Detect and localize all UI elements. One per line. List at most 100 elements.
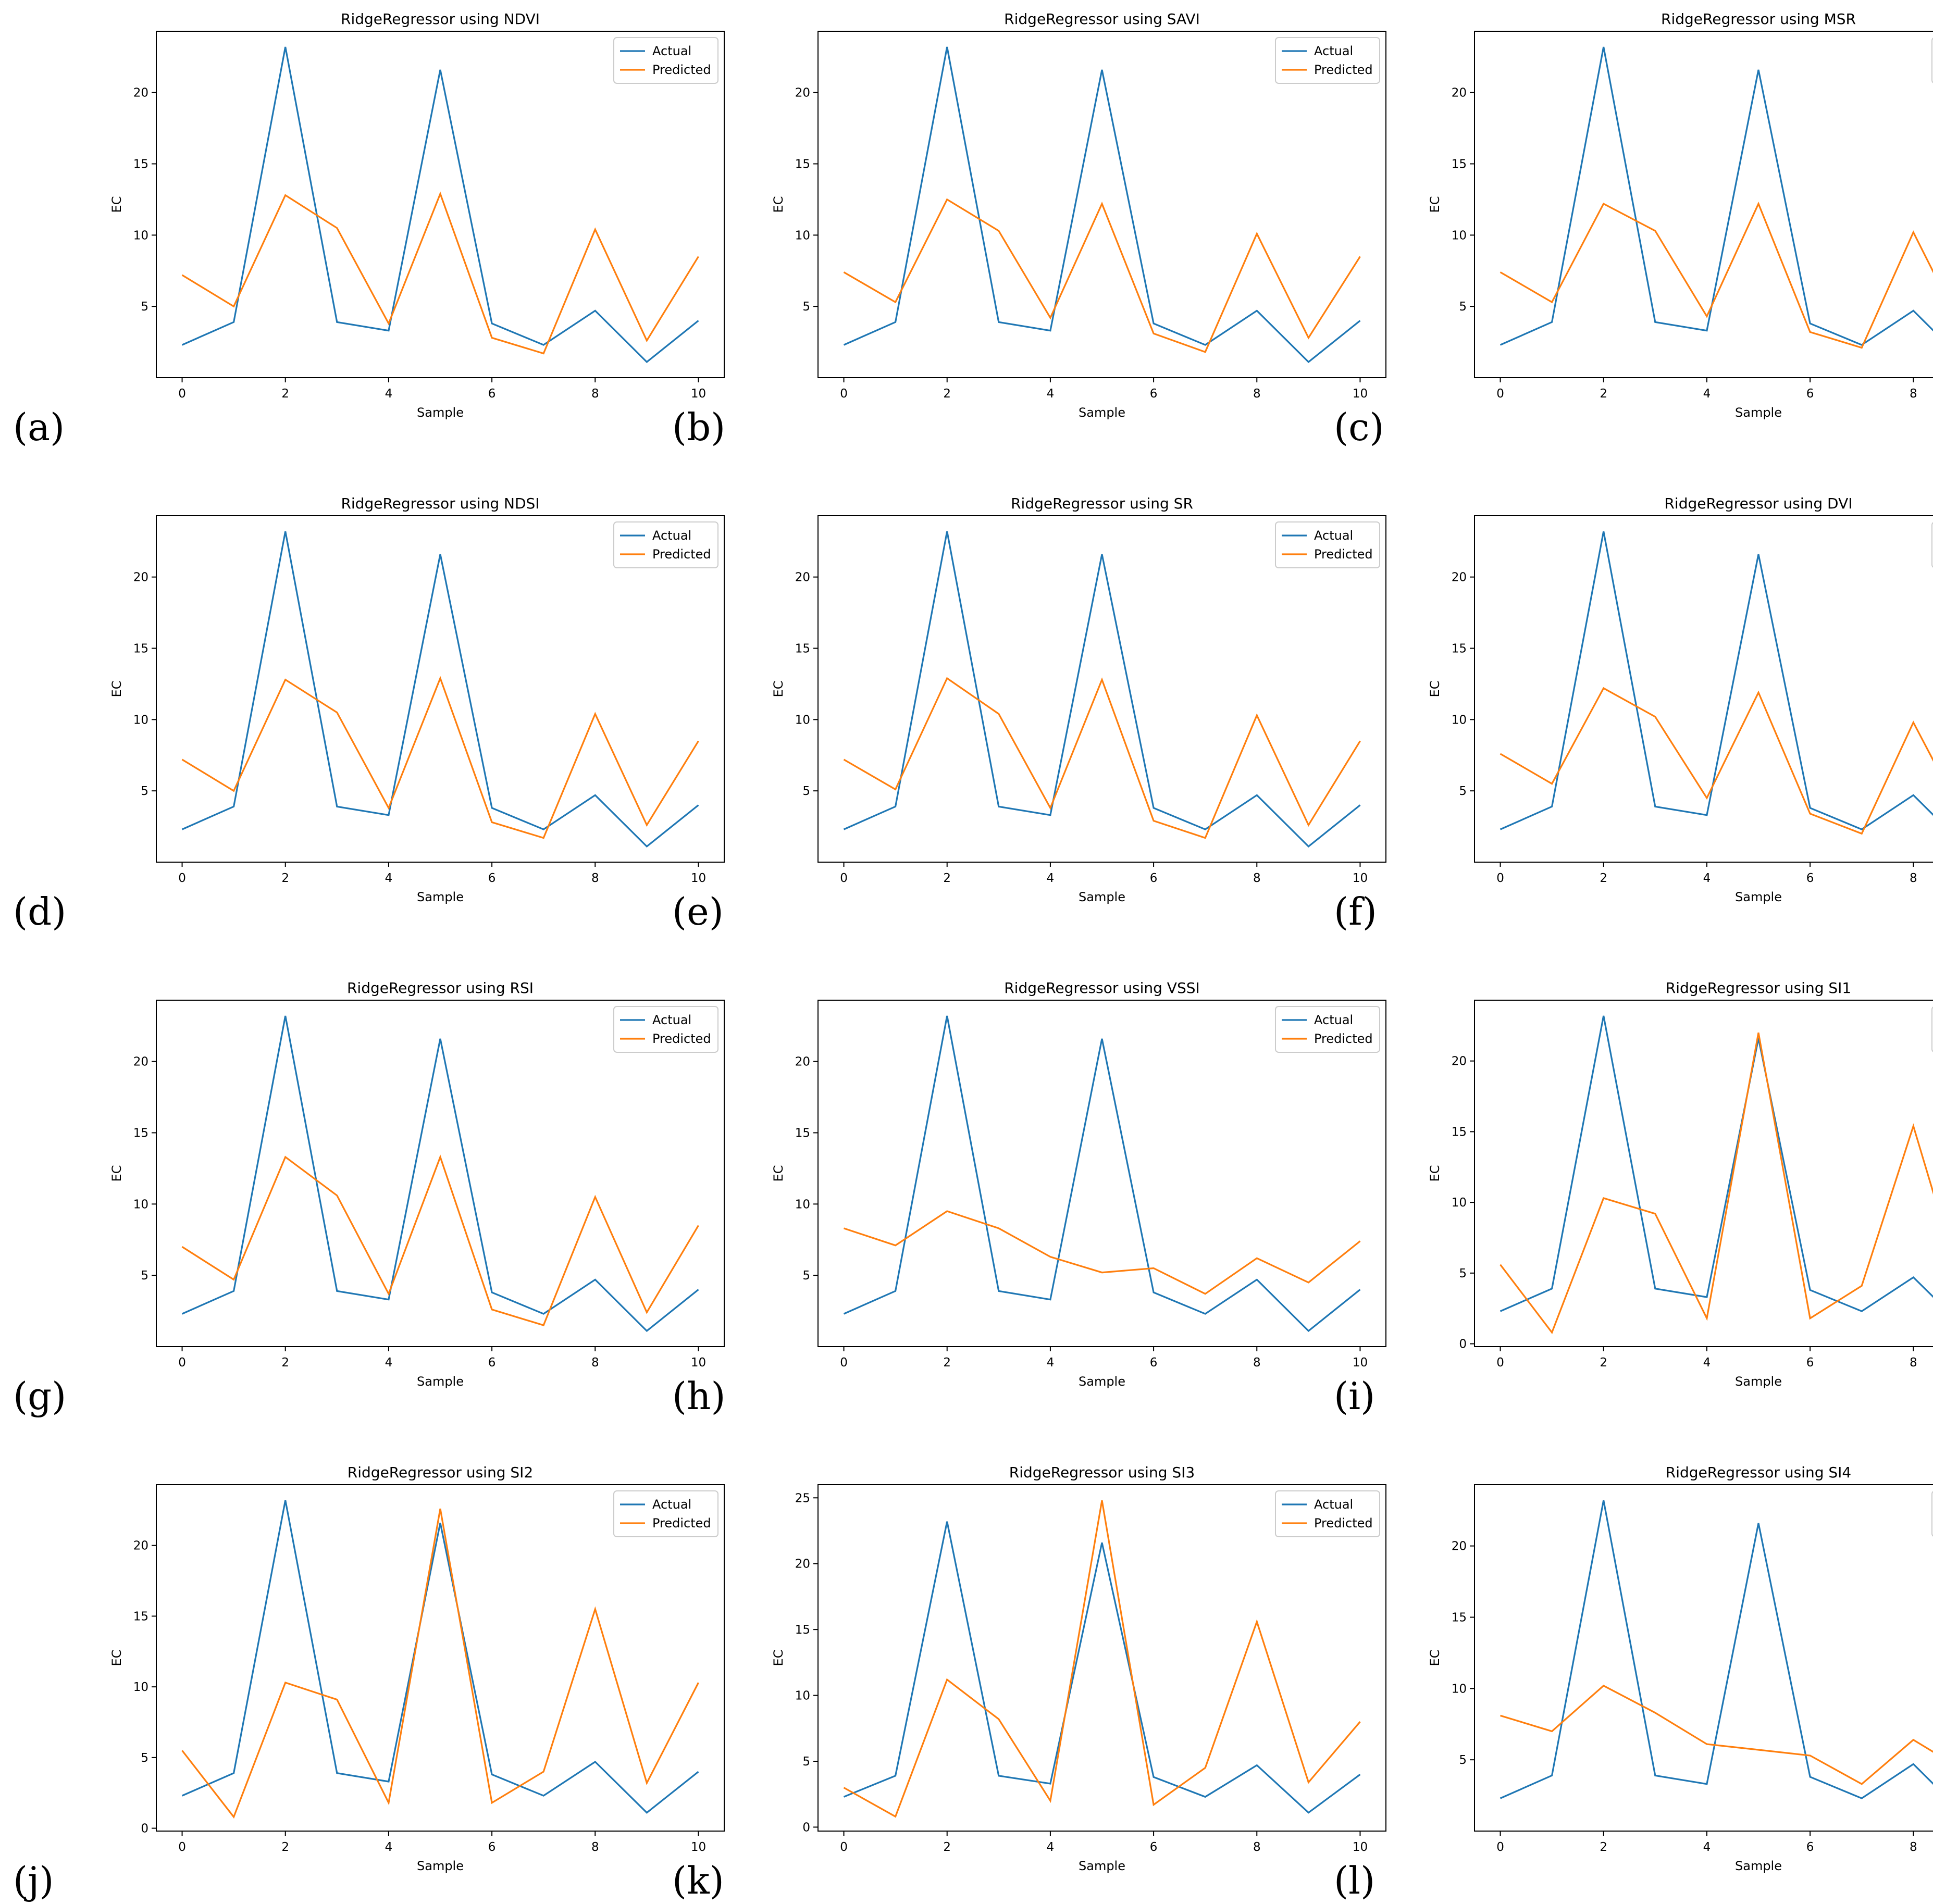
- y-tick-label: 10: [133, 713, 148, 727]
- legend-box: [1275, 1006, 1380, 1053]
- plot-frame: [1474, 1484, 1933, 1832]
- y-tick-label: 10: [133, 1681, 148, 1694]
- chart-panel-6: RidgeRegressor using RSI 0 2 4 6 8 10 5 10 15 20 Sa…: [13, 979, 725, 1418]
- x-tick-label: 4: [1703, 1356, 1711, 1370]
- chart-panel-0: RidgeRegressor using NDVI 0 2 4 6 8 10 5 10 15 20 S…: [13, 10, 725, 449]
- legend-box: [1275, 521, 1380, 568]
- legend-predicted-label: Predicted: [1314, 1031, 1373, 1046]
- x-tick-label: 4: [1047, 872, 1055, 885]
- plot-frame: [817, 515, 1386, 863]
- series-actual-line: [843, 1521, 1361, 1814]
- x-tick-label: 6: [1806, 872, 1814, 885]
- x-tick-label: 8: [1253, 387, 1261, 401]
- x-tick-label: 2: [1600, 1356, 1607, 1370]
- y-tick-label: 20: [1452, 571, 1467, 584]
- x-tick-label: 6: [488, 1840, 496, 1854]
- y-axis-label: EC: [1428, 1650, 1442, 1666]
- legend-predicted-label: Predicted: [652, 63, 711, 77]
- chart-panel-11: RidgeRegressor using SI4 0 2 4 6 8 10 5 10 15 20 Sa…: [1334, 1464, 1933, 1902]
- legend-actual-label: Actual: [652, 1013, 691, 1027]
- chart-panel-9: RidgeRegressor using SI2 0 2 4 6 8 10 0 5 10 15 20 S…: [13, 1464, 725, 1902]
- y-axis-label: EC: [109, 1650, 124, 1666]
- x-axis-label: Sample: [1735, 1374, 1782, 1389]
- plot-frame: [1474, 1000, 1933, 1347]
- y-tick-label: 15: [795, 1623, 810, 1637]
- series-actual-line: [843, 531, 1361, 848]
- x-tick-label: 10: [691, 1840, 706, 1854]
- plot-frame: [817, 1000, 1386, 1347]
- chart-title: RidgeRegressor using SI4: [1666, 1464, 1851, 1481]
- panel-label: (a): [13, 405, 65, 449]
- x-axis-label: Sample: [1735, 405, 1782, 420]
- y-tick-label: 10: [1452, 713, 1467, 727]
- series-predicted-line: [1500, 687, 1933, 835]
- panel-label: (d): [13, 890, 66, 934]
- x-tick-label: 8: [1910, 872, 1917, 885]
- x-tick-label: 8: [1910, 387, 1917, 401]
- series-predicted-line: [843, 677, 1361, 839]
- legend-actual-label: Actual: [652, 44, 691, 58]
- y-tick-label: 5: [802, 785, 810, 798]
- legend-predicted-label: Predicted: [652, 1516, 711, 1530]
- series-predicted-line: [843, 1210, 1361, 1295]
- y-tick-label: 0: [141, 1822, 148, 1836]
- y-tick-label: 10: [1452, 229, 1467, 242]
- series-actual-line: [181, 46, 699, 364]
- x-tick-label: 6: [1806, 1356, 1814, 1370]
- y-tick-label: 15: [1452, 1611, 1467, 1625]
- chart-panel-3: RidgeRegressor using NDSI 0 2 4 6 8 10 5 10 15 20 S…: [13, 495, 725, 934]
- series-actual-line: [1500, 1500, 1933, 1799]
- y-tick-label: 20: [795, 1055, 810, 1069]
- legend-actual-label: Actual: [1314, 528, 1353, 543]
- x-tick-label: 8: [591, 872, 599, 885]
- x-tick-label: 8: [1910, 1840, 1917, 1854]
- chart-title: RidgeRegressor using SI2: [348, 1464, 533, 1481]
- y-tick-label: 10: [795, 1689, 810, 1703]
- series-predicted-line: [181, 1154, 699, 1326]
- x-tick-label: 2: [943, 872, 951, 885]
- y-tick-label: 5: [1459, 1267, 1467, 1280]
- legend-box: [613, 521, 718, 568]
- series-predicted-line: [1500, 1032, 1933, 1335]
- x-tick-label: 8: [1253, 872, 1261, 885]
- series-predicted-line: [843, 1500, 1361, 1818]
- y-tick-label: 5: [1459, 1753, 1467, 1767]
- x-tick-label: 8: [1253, 1840, 1261, 1854]
- legend-actual-label: Actual: [1314, 44, 1353, 58]
- x-tick-label: 10: [1353, 1840, 1368, 1854]
- y-axis-label: EC: [771, 1650, 786, 1666]
- x-tick-label: 0: [1496, 872, 1504, 885]
- x-axis-label: Sample: [1735, 890, 1782, 904]
- y-tick-label: 15: [133, 158, 148, 171]
- y-tick-label: 20: [795, 1558, 810, 1571]
- legend: Actual Predicted: [1275, 1006, 1380, 1053]
- x-tick-label: 4: [385, 1840, 393, 1854]
- chart-panel-7: RidgeRegressor using VSSI 0 2 4 6 8 10 5 10 15 20 S…: [672, 979, 1386, 1418]
- x-tick-label: 0: [1496, 1840, 1504, 1854]
- x-tick-label: 8: [591, 1356, 599, 1370]
- y-tick-label: 5: [141, 1269, 148, 1283]
- x-tick-label: 4: [1047, 1840, 1055, 1854]
- legend-actual-label: Actual: [1314, 1013, 1353, 1027]
- y-tick-label: 15: [133, 642, 148, 656]
- legend: Actual Predicted: [1275, 1490, 1380, 1537]
- chart-panel-4: RidgeRegressor using SR 0 2 4 6 8 10 5 10 15 20 Sam…: [672, 495, 1386, 934]
- legend-predicted-label: Predicted: [1314, 63, 1373, 77]
- x-tick-label: 10: [691, 387, 706, 401]
- plot-frame: [156, 515, 725, 863]
- y-tick-label: 10: [1452, 1682, 1467, 1696]
- y-tick-label: 20: [795, 571, 810, 584]
- x-tick-label: 2: [281, 1356, 289, 1370]
- y-axis-label: EC: [109, 1165, 124, 1182]
- x-tick-label: 0: [1496, 387, 1504, 401]
- x-tick-label: 10: [1353, 387, 1368, 401]
- legend-predicted-label: Predicted: [1314, 1516, 1373, 1530]
- y-tick-label: 5: [141, 300, 148, 314]
- chart-title: RidgeRegressor using DVI: [1664, 495, 1852, 512]
- series-actual-line: [843, 1015, 1361, 1333]
- chart-panel-5: RidgeRegressor using DVI 0 2 4 6 8 10 5 10 15 20 Sa…: [1334, 495, 1933, 934]
- chart-title: RidgeRegressor using NDSI: [341, 495, 539, 512]
- x-tick-label: 10: [1353, 1356, 1368, 1370]
- y-tick-label: 5: [141, 1751, 148, 1765]
- panel-label: (b): [672, 405, 725, 449]
